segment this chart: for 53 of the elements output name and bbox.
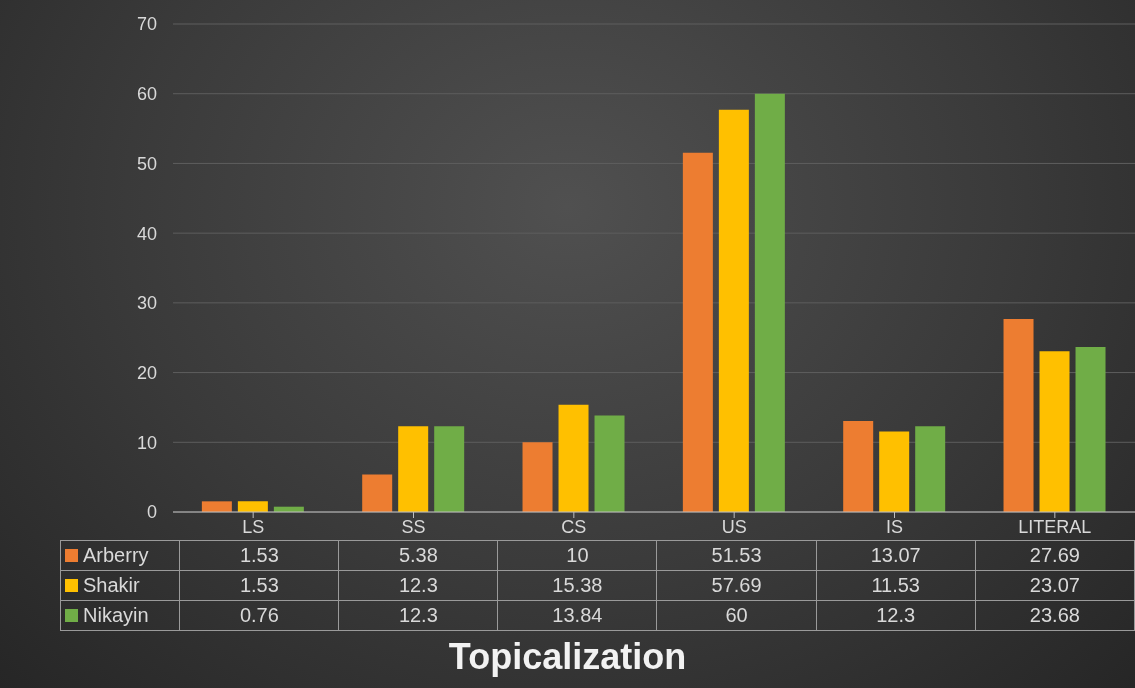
- bar: [1003, 318, 1034, 512]
- bar: [754, 93, 785, 512]
- bar: [398, 426, 429, 512]
- legend-label: Nikayin: [83, 604, 149, 626]
- x-tick-label: LITERAL: [1018, 516, 1092, 537]
- data-label: 1.53: [179, 540, 339, 571]
- data-label: 5.38: [338, 540, 498, 571]
- data-label: 0.76: [179, 600, 339, 631]
- data-label: 10: [497, 540, 657, 571]
- y-tick-label: 70: [136, 14, 157, 35]
- bar: [879, 431, 910, 512]
- y-tick-label: 10: [136, 432, 157, 453]
- bar: [362, 474, 393, 512]
- data-label: 11.53: [816, 570, 976, 601]
- bar: [434, 426, 465, 512]
- data-label: 51.53: [656, 540, 817, 571]
- data-label: 23.07: [975, 570, 1135, 601]
- bar: [843, 420, 874, 512]
- data-label: 12.3: [338, 570, 498, 601]
- data-label: 23.68: [975, 600, 1135, 631]
- data-label: 12.3: [338, 600, 498, 631]
- data-label: 27.69: [975, 540, 1135, 571]
- data-label: 13.07: [816, 540, 976, 571]
- legend-label: Shakir: [83, 574, 140, 596]
- y-tick-label: 30: [136, 293, 157, 314]
- bar: [237, 501, 268, 512]
- y-tick-label: 20: [136, 362, 157, 383]
- bar: [682, 152, 713, 512]
- bar: [915, 426, 946, 512]
- x-tick-label: CS: [561, 516, 587, 537]
- bar: [201, 501, 232, 512]
- text: Topicalization: [447, 636, 688, 678]
- bar: [1075, 346, 1106, 512]
- y-tick-label: 50: [136, 153, 157, 174]
- y-tick-label: 40: [136, 223, 157, 244]
- y-tick-label: 0: [146, 502, 157, 523]
- bar: [594, 415, 625, 512]
- data-label: 1.53: [179, 570, 339, 601]
- data-label: 60: [656, 600, 817, 631]
- y-tick-label: 60: [136, 84, 157, 105]
- data-label: 15.38: [497, 570, 657, 601]
- bar: [522, 442, 553, 512]
- legend-label: Arberry: [83, 544, 149, 566]
- data-label: 13.84: [497, 600, 657, 631]
- bar: [558, 404, 589, 512]
- data-label: 57.69: [656, 570, 817, 601]
- bar: [1039, 351, 1070, 512]
- data-label: 12.3: [816, 600, 976, 631]
- bar: [718, 109, 749, 512]
- x-tick-label: LS: [242, 516, 265, 537]
- x-tick-label: US: [721, 516, 747, 537]
- x-tick-label: IS: [885, 516, 904, 537]
- x-tick-label: SS: [401, 516, 426, 537]
